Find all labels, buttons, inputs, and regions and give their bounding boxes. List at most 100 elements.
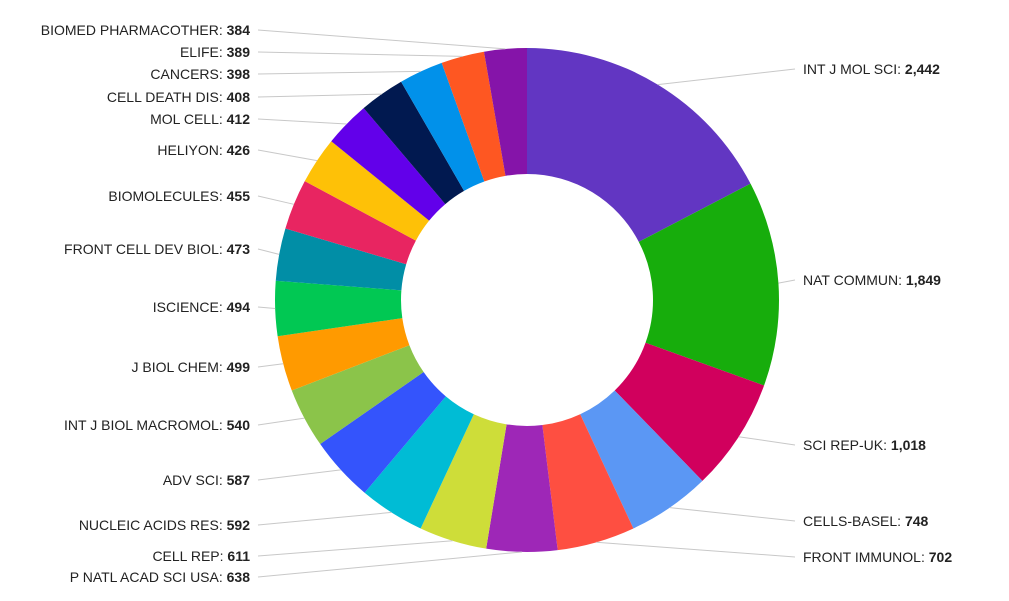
slice-heliyon <box>304 141 430 241</box>
leader-line-front-immunol <box>596 541 796 558</box>
slice-biomed-pharmacother <box>483 48 527 176</box>
slice-label-name: NAT COMMUN: <box>803 272 906 288</box>
slice-label-name: BIOMED PHARMACOTHER: <box>41 22 227 38</box>
slice-mol-cell <box>331 108 446 221</box>
slice-elife <box>441 51 506 182</box>
slice-label-cell-rep: CELL REP: 611 <box>152 548 250 564</box>
slice-label-value: 398 <box>227 66 251 82</box>
slice-label-value: 2,442 <box>905 61 940 77</box>
slice-label-value: 587 <box>227 472 251 488</box>
slice-cell-rep <box>420 414 507 549</box>
leader-line-heliyon <box>257 149 318 162</box>
slice-label-value: 499 <box>227 359 251 375</box>
leader-line-nat-commun <box>778 279 796 284</box>
slice-label-name: FRONT IMMUNOL: <box>803 549 929 565</box>
slice-label-cell-death-dis: CELL DEATH DIS: 408 <box>107 89 250 105</box>
slice-int-j-biol-macromol <box>291 345 424 445</box>
slice-label-value: 473 <box>227 241 251 257</box>
slice-label-value: 702 <box>929 549 953 565</box>
slice-label-name: BIOMOLECULES: <box>108 188 226 204</box>
leader-line-cell-rep <box>257 540 453 557</box>
leader-line-p-natl-acad-sci-usa <box>257 551 522 578</box>
slice-label-iscience: ISCIENCE: 494 <box>153 299 250 315</box>
slice-label-sci-rep-uk: SCI REP-UK: 1,018 <box>803 437 926 453</box>
slice-label-value: 455 <box>227 188 251 204</box>
slice-label-j-biol-chem: J BIOL CHEM: 499 <box>131 359 250 375</box>
slice-label-name: NUCLEIC ACIDS RES: <box>79 517 227 533</box>
slice-label-int-j-biol-macromol: INT J BIOL MACROMOL: 540 <box>64 417 250 433</box>
leader-line-mol-cell <box>257 118 347 125</box>
slice-front-immunol <box>542 414 634 551</box>
slice-label-heliyon: HELIYON: 426 <box>157 142 250 158</box>
leader-line-sci-rep-uk <box>738 436 796 446</box>
leader-line-iscience <box>257 306 276 310</box>
slice-label-name: MOL CELL: <box>150 111 227 127</box>
slice-int-j-mol-sci <box>527 48 751 242</box>
slice-nucleic-acids-res <box>364 396 474 529</box>
slice-sci-rep-uk <box>614 342 765 481</box>
slice-cell-death-dis <box>363 81 465 205</box>
slice-label-name: SCI REP-UK: <box>803 437 891 453</box>
slice-label-front-cell-dev-biol: FRONT CELL DEV BIOL: 473 <box>64 241 250 257</box>
slice-label-name: ISCIENCE: <box>153 299 227 315</box>
slice-label-name: HELIYON: <box>157 142 226 158</box>
slice-iscience <box>275 280 403 337</box>
leader-line-nucleic-acids-res <box>257 511 392 526</box>
leader-line-biomed-pharmacother <box>257 29 506 50</box>
slice-label-elife: ELIFE: 389 <box>180 44 250 60</box>
slice-label-adv-sci: ADV SCI: 587 <box>163 472 250 488</box>
slice-label-value: 592 <box>227 517 251 533</box>
leader-line-int-j-mol-sci <box>657 68 796 86</box>
slice-label-biomolecules: BIOMOLECULES: 455 <box>108 188 250 204</box>
slice-label-value: 540 <box>227 417 251 433</box>
slice-label-int-j-mol-sci: INT J MOL SCI: 2,442 <box>803 61 940 77</box>
slice-label-name: INT J BIOL MACROMOL: <box>64 417 227 433</box>
leader-line-elife <box>257 51 463 57</box>
slice-label-p-natl-acad-sci-usa: P NATL ACAD SCI USA: 638 <box>70 569 250 585</box>
slice-label-value: 494 <box>227 299 251 315</box>
slice-label-biomed-pharmacother: BIOMED PHARMACOTHER: 384 <box>41 22 250 38</box>
slice-label-name: CANCERS: <box>150 66 226 82</box>
slice-j-biol-chem <box>277 318 410 391</box>
leader-line-biomolecules <box>257 195 294 205</box>
slice-label-front-immunol: FRONT IMMUNOL: 702 <box>803 549 952 565</box>
slice-label-name: J BIOL CHEM: <box>131 359 226 375</box>
slice-label-value: 389 <box>227 44 251 60</box>
slice-label-value: 1,849 <box>906 272 941 288</box>
slice-label-value: 384 <box>227 22 251 38</box>
slice-label-nucleic-acids-res: NUCLEIC ACIDS RES: 592 <box>79 517 250 533</box>
slice-label-name: FRONT CELL DEV BIOL: <box>64 241 227 257</box>
slice-label-name: CELL DEATH DIS: <box>107 89 227 105</box>
leader-line-front-cell-dev-biol <box>257 248 280 255</box>
slice-label-name: P NATL ACAD SCI USA: <box>70 569 227 585</box>
slice-label-value: 748 <box>905 513 929 529</box>
slice-label-mol-cell: MOL CELL: 412 <box>150 111 250 127</box>
leader-line-adv-sci <box>257 469 341 481</box>
slice-label-value: 412 <box>227 111 251 127</box>
slices-layer <box>275 48 780 553</box>
slice-nat-commun <box>638 183 780 386</box>
leader-line-j-biol-chem <box>257 363 284 368</box>
slice-label-name: INT J MOL SCI: <box>803 61 905 77</box>
slice-label-value: 611 <box>227 548 250 564</box>
leader-line-cancers <box>257 70 421 75</box>
leader-line-cell-death-dis <box>257 93 382 98</box>
slice-label-value: 426 <box>227 142 251 158</box>
leader-lines-layer <box>257 29 796 578</box>
slice-label-value: 1,018 <box>891 437 926 453</box>
slice-label-value: 408 <box>227 89 251 105</box>
slice-label-name: ADV SCI: <box>163 472 227 488</box>
slice-label-cells-basel: CELLS-BASEL: 748 <box>803 513 929 529</box>
slice-biomolecules <box>285 181 416 265</box>
slice-front-cell-dev-biol <box>275 228 407 291</box>
slice-adv-sci <box>320 372 446 493</box>
leader-line-cells-basel <box>669 507 796 522</box>
slice-label-cancers: CANCERS: 398 <box>150 66 250 82</box>
slice-cells-basel <box>580 390 703 529</box>
leader-line-int-j-biol-macromol <box>257 417 305 426</box>
slice-label-name: ELIFE: <box>180 44 227 60</box>
slice-label-name: CELL REP: <box>152 548 227 564</box>
slice-label-value: 638 <box>227 569 251 585</box>
